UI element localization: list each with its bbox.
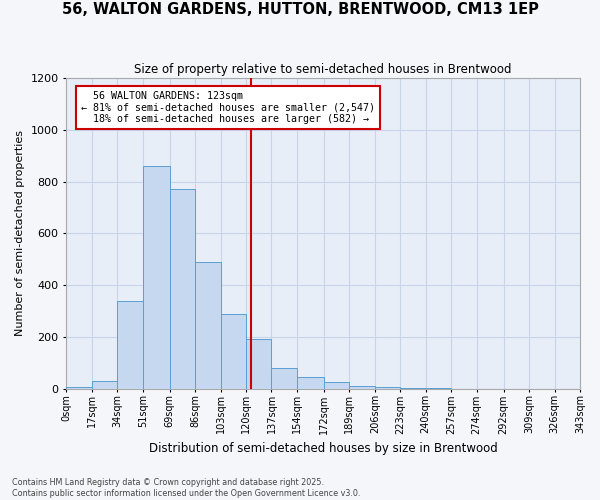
Bar xyxy=(170,190,195,388)
Text: 56 WALTON GARDENS: 123sqm
← 81% of semi-detached houses are smaller (2,547)
  18: 56 WALTON GARDENS: 123sqm ← 81% of semi-… xyxy=(81,91,375,124)
X-axis label: Distribution of semi-detached houses by size in Brentwood: Distribution of semi-detached houses by … xyxy=(149,442,497,455)
Bar xyxy=(117,300,143,388)
Y-axis label: Number of semi-detached properties: Number of semi-detached properties xyxy=(15,130,25,336)
Bar xyxy=(92,381,117,388)
Title: Size of property relative to semi-detached houses in Brentwood: Size of property relative to semi-detach… xyxy=(134,62,512,76)
Bar xyxy=(221,314,246,388)
Bar xyxy=(195,262,221,388)
Bar xyxy=(297,377,324,388)
Bar xyxy=(324,382,349,388)
Bar xyxy=(349,386,375,388)
Bar xyxy=(143,166,170,388)
Text: 56, WALTON GARDENS, HUTTON, BRENTWOOD, CM13 1EP: 56, WALTON GARDENS, HUTTON, BRENTWOOD, C… xyxy=(62,2,538,18)
Text: Contains HM Land Registry data © Crown copyright and database right 2025.
Contai: Contains HM Land Registry data © Crown c… xyxy=(12,478,361,498)
Bar xyxy=(271,368,297,388)
Bar xyxy=(246,340,271,388)
